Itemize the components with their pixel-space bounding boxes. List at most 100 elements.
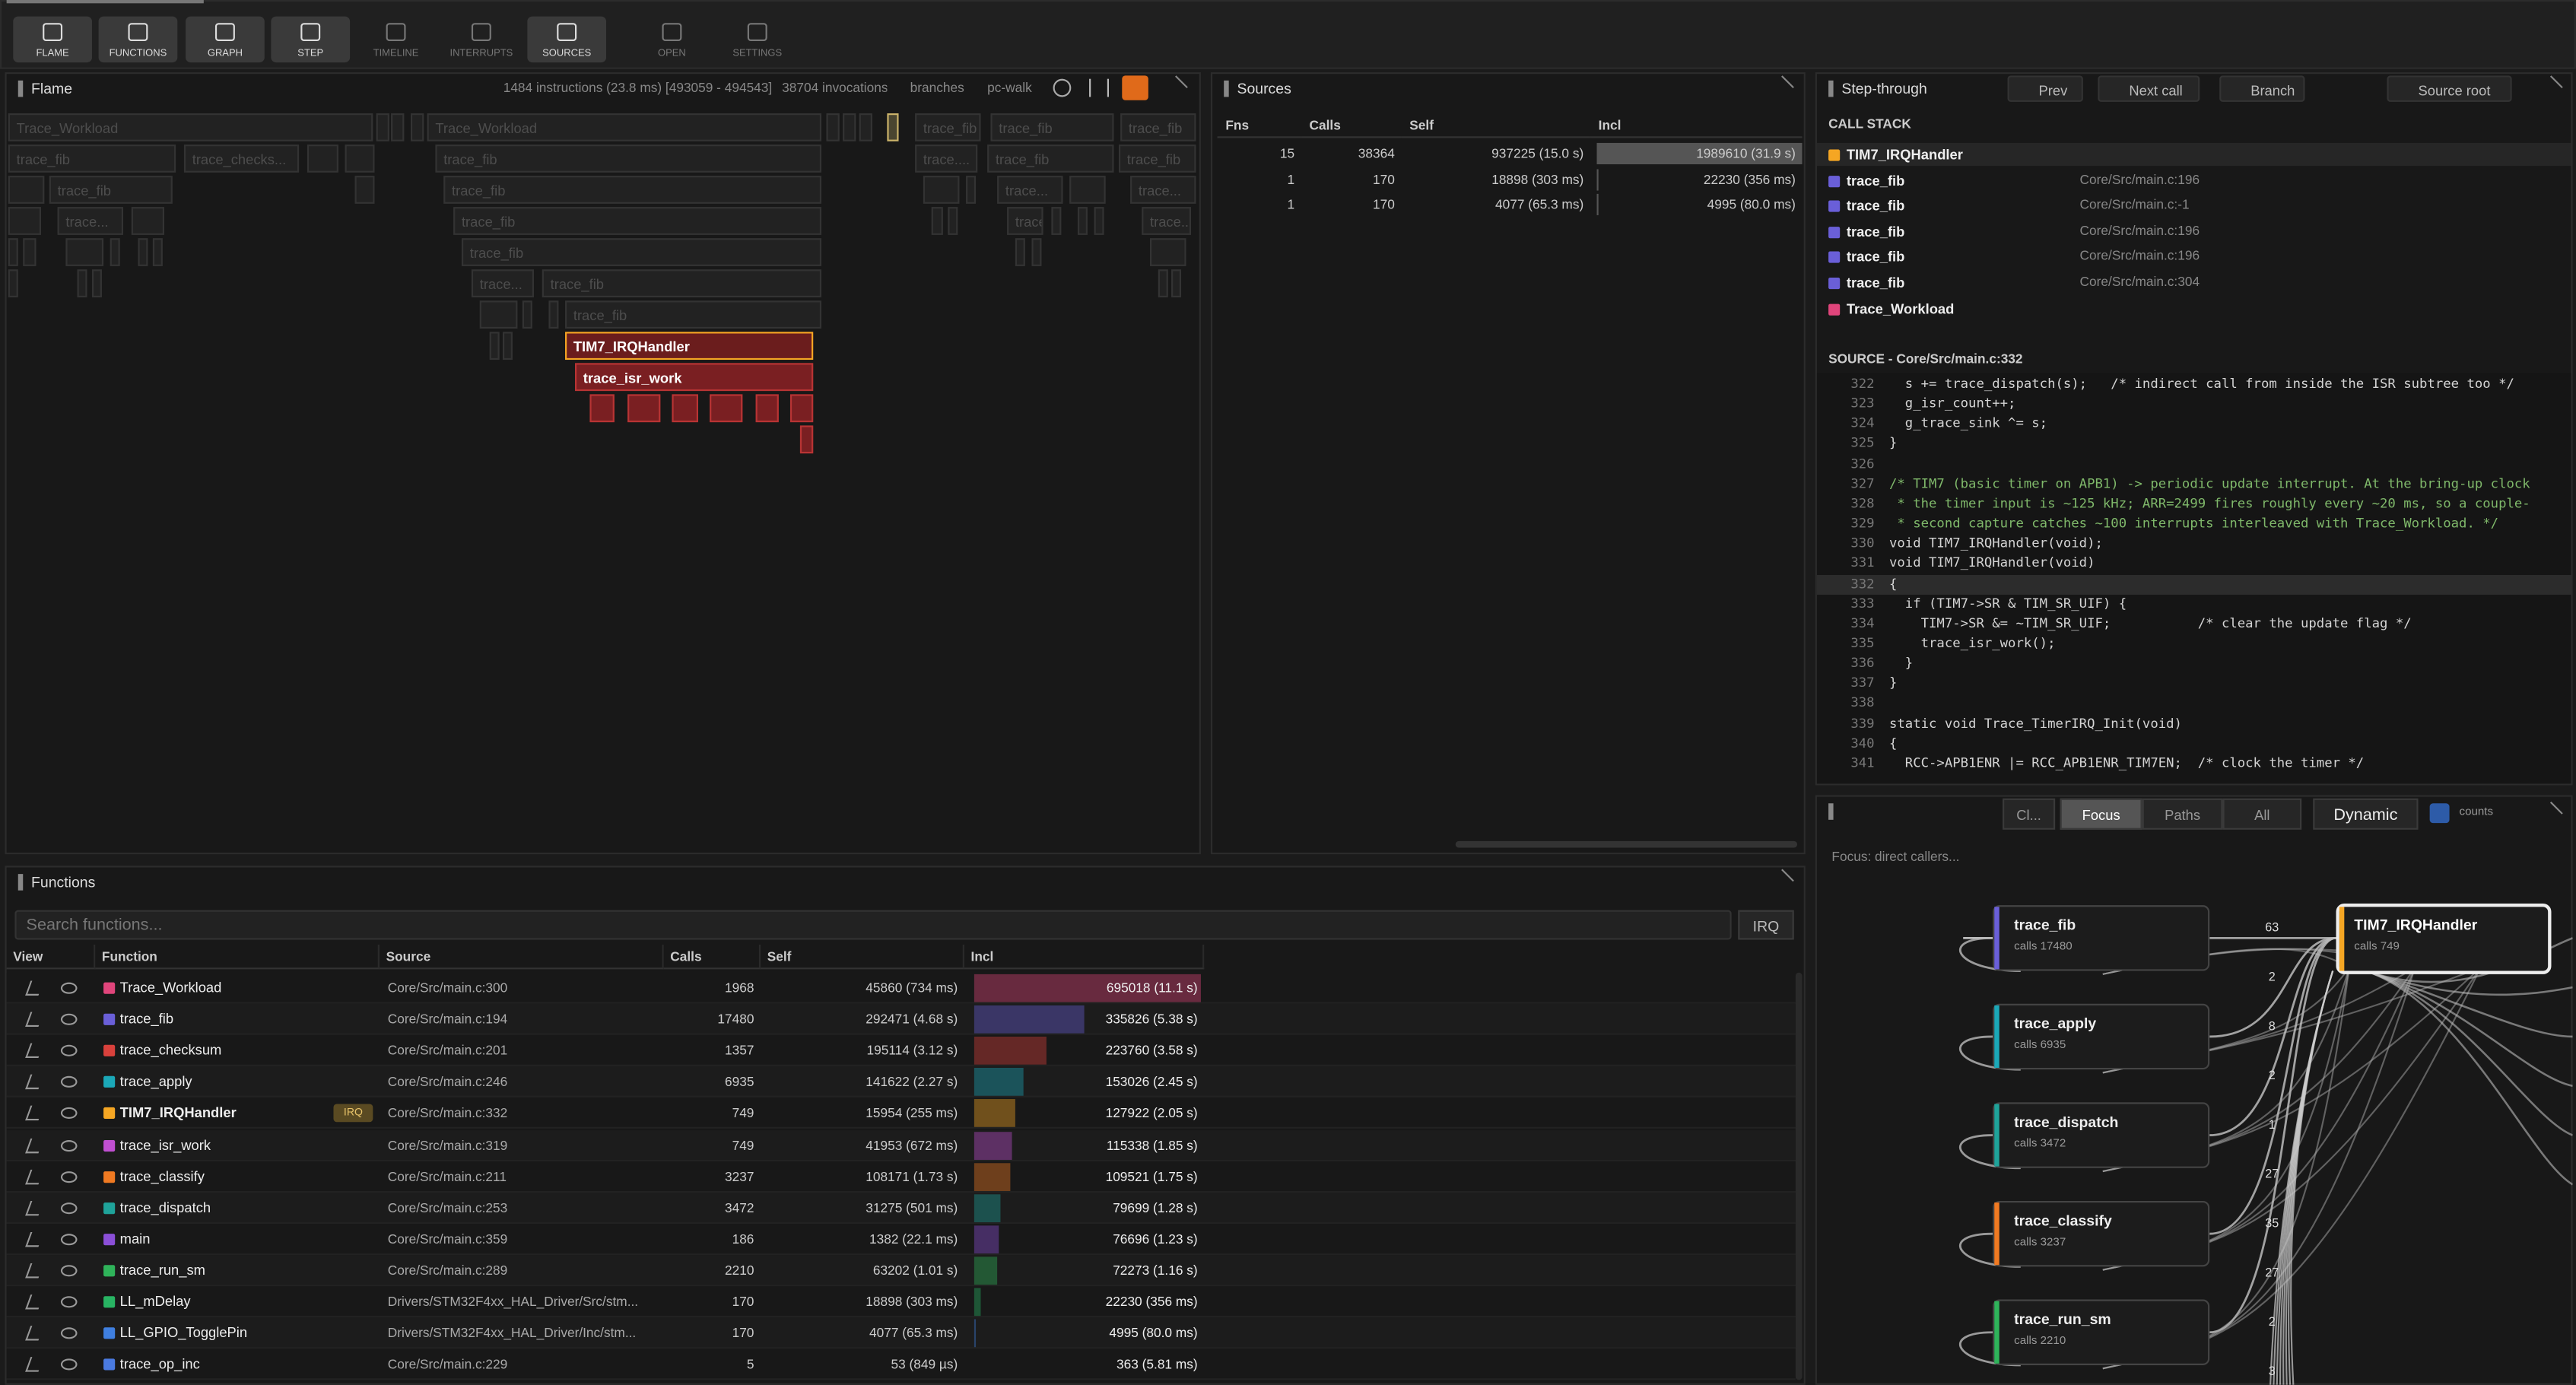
- flame-block[interactable]: trace_fib: [565, 300, 821, 329]
- flame-block[interactable]: [354, 176, 375, 204]
- flame-block[interactable]: trace...: [1142, 207, 1192, 235]
- function-row[interactable]: [6, 1066, 1796, 1098]
- flame-block[interactable]: trace_checks...: [183, 145, 300, 173]
- dynamic-button[interactable]: Dynamic: [2313, 798, 2419, 830]
- column-header[interactable]: Incl: [1590, 113, 1803, 138]
- flame-block[interactable]: [1094, 207, 1104, 235]
- column-header[interactable]: Function: [95, 945, 380, 970]
- function-row[interactable]: [6, 1192, 1796, 1224]
- column-header[interactable]: View: [6, 945, 96, 970]
- flame-block[interactable]: trace_fib: [542, 269, 821, 297]
- frame-name[interactable]: trace_fib: [1846, 223, 1905, 240]
- flame-block[interactable]: trace_fib: [435, 145, 821, 173]
- graph-mode-button[interactable]: Cl...: [2003, 798, 2056, 830]
- function-row[interactable]: [6, 1129, 1796, 1161]
- flame-block[interactable]: [391, 113, 405, 141]
- flame-toggle[interactable]: [1122, 75, 1148, 100]
- flame-block[interactable]: TIM7_IRQHandler: [565, 332, 814, 361]
- flame-block[interactable]: [789, 394, 814, 423]
- flame-block[interactable]: trace_fib: [1120, 113, 1196, 141]
- function-row[interactable]: [6, 1286, 1796, 1318]
- search-input[interactable]: Search functions...: [14, 910, 1732, 940]
- collapse-button[interactable]: [1089, 78, 1109, 97]
- flame-block[interactable]: trace_fib: [453, 207, 821, 235]
- flame-branches[interactable]: branches: [910, 80, 964, 96]
- flame-block[interactable]: [138, 238, 148, 266]
- frame-name[interactable]: TIM7_IRQHandler: [1846, 146, 1963, 163]
- flame-block[interactable]: [8, 176, 45, 204]
- column-header[interactable]: Calls: [663, 945, 761, 970]
- flame-block[interactable]: trace_isr_work: [575, 363, 814, 392]
- graph-mode-button[interactable]: Paths: [2142, 798, 2223, 830]
- frame-name[interactable]: trace_fib: [1846, 274, 1905, 291]
- target-node[interactable]: [2336, 904, 2552, 974]
- column-header[interactable]: Fns: [1217, 113, 1301, 138]
- frame-name[interactable]: trace_fib: [1846, 171, 1905, 189]
- graph-node[interactable]: [1993, 1200, 2210, 1267]
- graph-node[interactable]: [1993, 905, 2210, 971]
- function-row[interactable]: [6, 1223, 1796, 1255]
- flame-block[interactable]: trace...: [471, 269, 534, 297]
- flame-block[interactable]: [859, 113, 872, 141]
- flame-block[interactable]: [489, 332, 500, 361]
- column-header[interactable]: Incl: [964, 945, 1205, 970]
- flame-block[interactable]: trace_fib: [461, 238, 821, 266]
- flame-block[interactable]: Trace_Workload: [8, 113, 373, 141]
- column-header[interactable]: Self: [1401, 113, 1590, 138]
- flame-block[interactable]: [65, 238, 104, 266]
- flame-block[interactable]: [1150, 238, 1186, 266]
- flame-block[interactable]: [345, 145, 375, 173]
- flame-block[interactable]: [710, 394, 743, 423]
- flame-block[interactable]: [627, 394, 661, 423]
- flame-block[interactable]: trace_fib: [8, 145, 176, 173]
- function-row[interactable]: [6, 1003, 1796, 1036]
- flame-block[interactable]: [411, 113, 424, 141]
- flame-block[interactable]: [131, 207, 165, 235]
- graph-mode-button[interactable]: All: [2222, 798, 2302, 830]
- step-button[interactable]: Branch: [2219, 75, 2305, 102]
- flame-block[interactable]: [948, 207, 958, 235]
- flame-block[interactable]: [91, 269, 102, 297]
- graph-node[interactable]: [1993, 1299, 2210, 1365]
- step-button[interactable]: Prev: [2007, 75, 2083, 102]
- info-button[interactable]: [1053, 78, 1072, 97]
- flame-block[interactable]: [8, 269, 18, 297]
- graph-node[interactable]: [1993, 1102, 2210, 1168]
- flame-block[interactable]: [152, 238, 163, 266]
- flame-block[interactable]: [548, 300, 559, 329]
- graph-mode-button[interactable]: Focus: [2060, 798, 2142, 830]
- flame-block[interactable]: [23, 238, 37, 266]
- flame-block[interactable]: [589, 394, 615, 423]
- column-header[interactable]: Self: [761, 945, 964, 970]
- flame-block[interactable]: [826, 113, 840, 141]
- flame-block[interactable]: trace_fib: [987, 145, 1114, 173]
- flame-block[interactable]: trace...: [1130, 176, 1196, 204]
- frame-name[interactable]: Trace_Workload: [1846, 300, 1955, 317]
- flame-block[interactable]: [77, 269, 87, 297]
- flame-block[interactable]: [887, 113, 899, 141]
- flame-block[interactable]: [1077, 207, 1088, 235]
- flame-block[interactable]: trace...: [1007, 207, 1043, 235]
- flame-block[interactable]: [931, 207, 943, 235]
- flame-block[interactable]: trace_fib: [1118, 145, 1196, 173]
- flame-block[interactable]: [966, 176, 977, 204]
- function-row[interactable]: [6, 1348, 1796, 1380]
- flame-block[interactable]: trace_fib: [49, 176, 173, 204]
- flame-block[interactable]: [479, 300, 518, 329]
- flame-block[interactable]: [8, 238, 18, 266]
- flame-block[interactable]: [843, 113, 856, 141]
- flame-block[interactable]: [307, 145, 338, 173]
- flame-block[interactable]: trace_fib: [990, 113, 1114, 141]
- column-header[interactable]: Source: [379, 945, 664, 970]
- flame-block[interactable]: [110, 238, 120, 266]
- function-row[interactable]: [6, 1255, 1796, 1287]
- column-header[interactable]: Calls: [1301, 113, 1402, 138]
- flame-block[interactable]: [799, 425, 814, 454]
- flame-block[interactable]: [522, 300, 532, 329]
- flame-block[interactable]: trace_fib: [443, 176, 821, 204]
- flame-pcwalk[interactable]: pc-walk: [987, 80, 1032, 96]
- flame-block[interactable]: [1031, 238, 1042, 266]
- flame-block[interactable]: [1069, 176, 1106, 204]
- flame-block[interactable]: [923, 176, 960, 204]
- flame-block[interactable]: [376, 113, 389, 141]
